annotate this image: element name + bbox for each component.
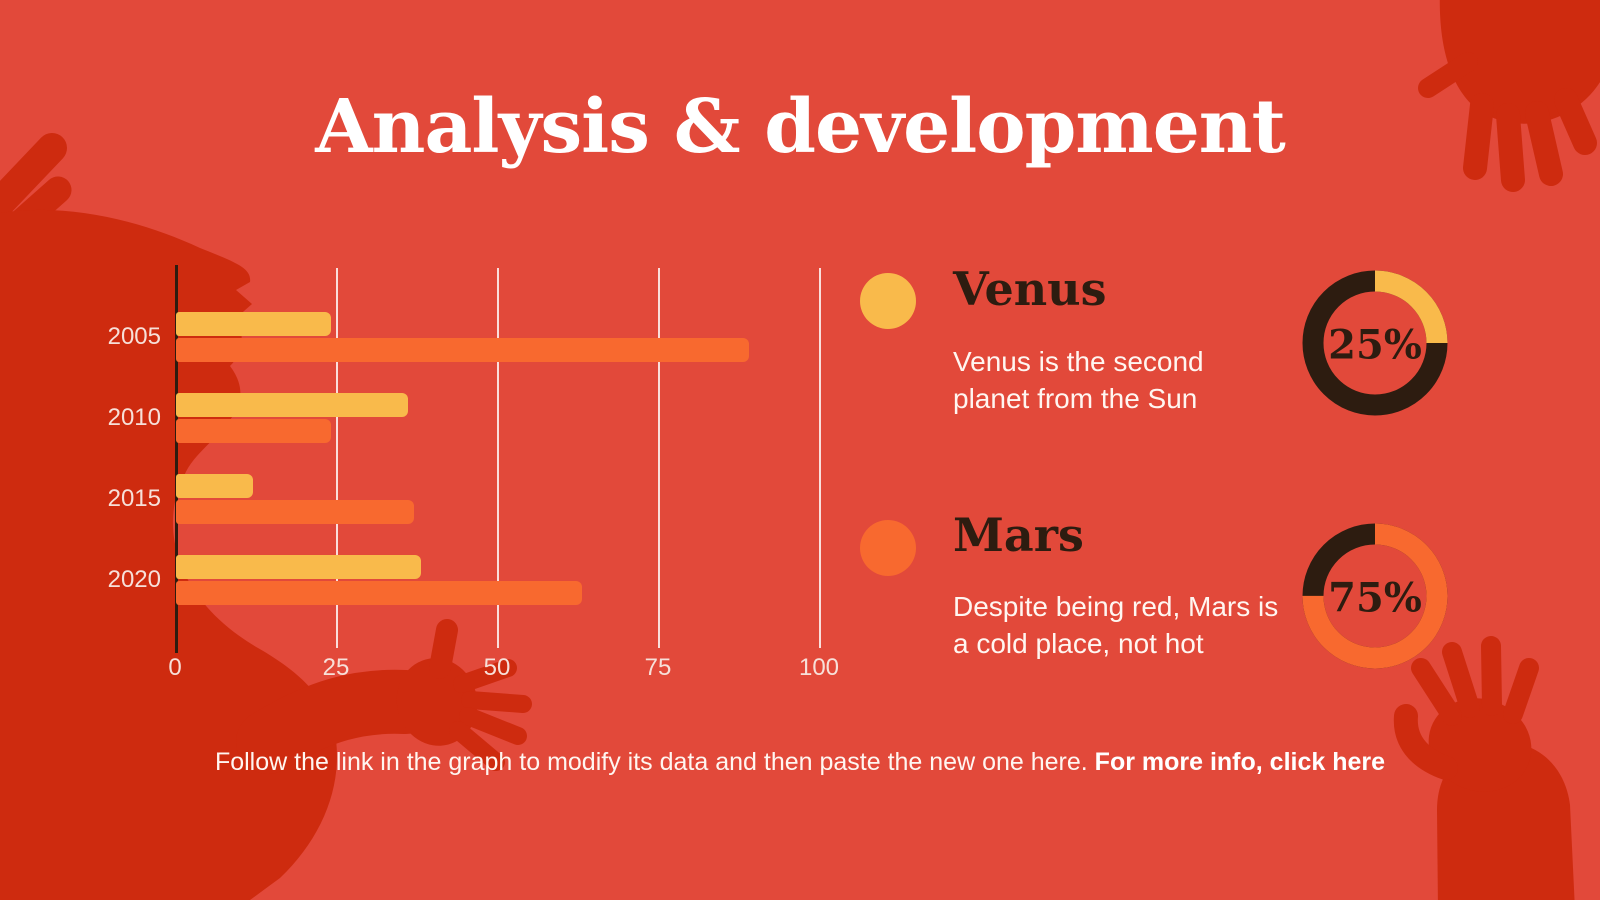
venus-heading: Venus [953, 262, 1107, 316]
mars-percent-label: 75% [1328, 575, 1422, 622]
bar-mars-2020 [176, 581, 582, 605]
gridline-50 [497, 268, 499, 648]
x-tick-label-75: 75 [644, 654, 672, 681]
donut-value-arc [1302, 270, 1448, 416]
x-tick-label-100: 100 [798, 654, 840, 681]
donut-value-arc [1302, 523, 1448, 669]
decor-creature-silhouette [0, 209, 532, 900]
venus-legend-dot [860, 273, 916, 329]
bar-venus-2005 [176, 312, 331, 336]
decor-hand-bottom-right [1393, 636, 1575, 900]
category-label-2005: 2005 [107, 323, 161, 350]
caption-link[interactable]: For more info, click here [1094, 748, 1386, 776]
x-tick-label-50: 50 [483, 654, 511, 681]
plot-area: 0 25 50 75 100 2005 2010 2015 2020 [108, 265, 839, 681]
mars-legend-dot [860, 520, 916, 576]
category-label-2020: 2020 [107, 566, 161, 593]
x-tick-label-25: 25 [322, 654, 350, 681]
venus-donut-chart: 25% [1302, 270, 1448, 416]
gridline-75 [658, 268, 660, 648]
category-label-2015: 2015 [107, 485, 161, 512]
mars-heading: Mars [953, 508, 1084, 562]
caption-text: Follow the link in the graph to modify i… [214, 748, 1095, 776]
x-tick-label-0: 0 [168, 654, 182, 681]
gridline-25 [336, 268, 338, 648]
y-axis-line [175, 265, 178, 653]
bar-mars-2015 [176, 500, 415, 524]
venus-percent-label: 25% [1328, 322, 1422, 369]
bar-mars-2010 [176, 419, 331, 443]
category-label-2010: 2010 [107, 404, 161, 431]
bar-venus-2020 [176, 555, 421, 579]
bar-venus-2010 [176, 393, 408, 417]
gridline-100 [819, 268, 821, 648]
mars-donut-chart: 75% [1302, 523, 1448, 669]
mars-description: Despite being red, Mars is a cold place,… [953, 591, 1279, 659]
decor-hand-top-right [1418, 0, 1600, 192]
page-title: Analysis & development [315, 84, 1286, 170]
footer-caption: Follow the link in the graph to modify i… [0, 748, 1600, 777]
bar-venus-2015 [176, 474, 254, 498]
venus-description: Venus is the second planet from the Sun [953, 346, 1204, 414]
bar-mars-2005 [176, 338, 750, 362]
